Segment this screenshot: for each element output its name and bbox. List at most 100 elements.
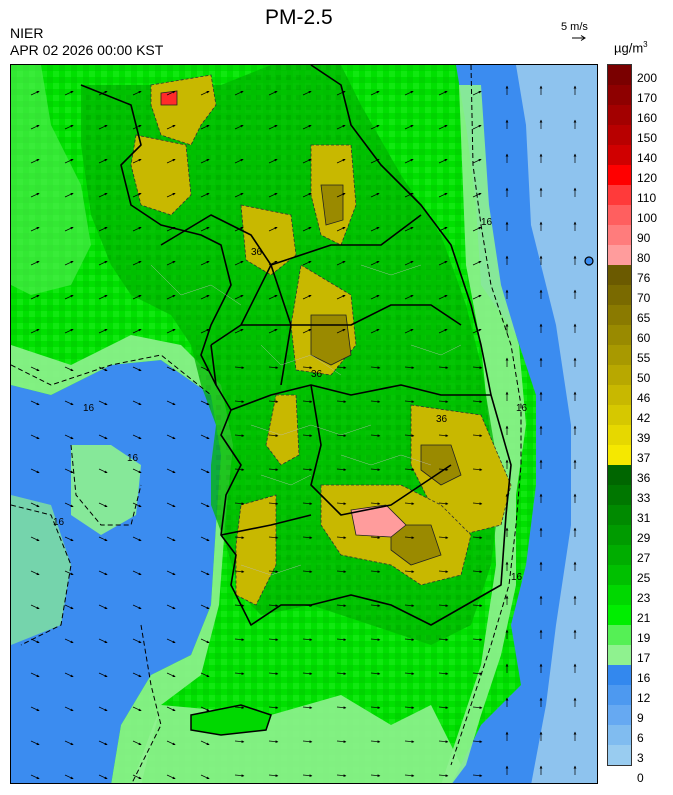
legend-tick-label: 9 [637,711,644,725]
wind-arrow-icon [404,502,415,505]
wind-arrow-icon [302,158,312,164]
wind-arrow-icon [200,570,210,576]
legend-tick-label: 70 [637,291,651,305]
wind-arrow-icon [234,124,244,130]
wind-arrow-icon [98,400,108,406]
wind-arrow-icon [200,226,210,232]
contour-labels: 16 16 16 16 16 16 36 36 36 [53,217,528,583]
contour-label: 16 [511,572,523,583]
wind-arrow-icon [404,740,415,743]
legend-color-cell [608,125,631,145]
wind-arrow-icon [64,90,74,96]
legend-color-cell [608,65,631,85]
wind-arrow-icon [200,638,210,644]
wind-arrow-icon [404,294,414,300]
wind-arrow-icon [30,570,40,576]
wind-arrow-icon [472,328,482,334]
legend-color-cell [608,625,631,645]
contour-label: 16 [516,403,528,414]
wind-arrow-icon [98,706,108,712]
legend-color-cell [608,305,631,325]
wind-arrow-icon [336,124,346,130]
wind-arrow-icon [234,774,245,777]
wind-arrow-icon [200,434,210,440]
legend-tick-label: 110 [637,191,657,205]
wind-arrow-icon [268,706,279,709]
wind-arrow-icon [336,570,347,573]
wind-arrow-icon [336,434,347,437]
wind-arrow-icon [438,672,449,675]
wind-arrow-icon [302,672,313,675]
wind-arrow-icon [302,604,313,607]
wind-arrow-icon [166,192,176,198]
pm-hotspots-moderate [130,74,512,606]
wind-arrow-icon [404,706,415,709]
legend-tick-label: 29 [637,531,651,545]
legend-tick-label: 25 [637,571,651,585]
wind-arrow-icon [336,158,346,164]
wind-arrow-icon [404,570,415,573]
wind-arrow-icon [472,638,483,641]
wind-arrow-icon [132,158,142,164]
wind-arrow-icon [404,226,414,232]
legend-color-cell [608,345,631,365]
wind-arrow-icon [98,536,108,542]
legend-tick-label: 16 [637,671,651,685]
wind-arrow-icon [472,366,483,369]
wind-arrow-icon [64,502,74,508]
legend-tick-label: 21 [637,611,651,625]
wind-arrow-icon [438,400,449,403]
wind-arrow-icon [438,536,449,539]
legend-tick-label: 76 [637,271,651,285]
wind-arrow-icon [472,774,483,777]
legend-tick-label: 55 [637,351,651,365]
legend-tick-label: 160 [637,111,658,125]
legend-tick-label: 46 [637,391,651,405]
wind-arrow-icon [370,158,380,164]
wind-arrow-icon [132,638,142,644]
wind-arrow-icon [98,604,108,610]
contour-label: 36 [436,414,448,425]
wind-arrow-icon [472,124,482,130]
wind-arrow-icon [98,434,108,440]
wind-arrow-icon [234,226,244,232]
wind-arrow-icon [370,328,380,334]
wind-arrow-icon [200,328,210,334]
wind-arrow-icon [302,226,312,232]
wind-arrow-icon [132,434,142,440]
pm25-map[interactable]: 16 16 16 16 16 16 36 36 36 [10,64,598,784]
wind-arrow-icon [30,774,40,780]
pm-hotspots-high [310,184,462,566]
wind-arrow-icon [234,260,244,266]
wind-arrow-icon [98,468,108,474]
wind-arrow-icon [98,366,108,372]
wind-arrow-icon [472,192,482,198]
wind-arrow-icon [98,328,108,334]
wind-arrow-icon [98,774,108,780]
wind-arrow-icon [200,672,210,678]
wind-arrow-icon [132,740,142,746]
wind-arrow-icon [234,604,245,607]
legend-color-cell [608,325,631,345]
wind-arrow-icon [268,294,278,300]
wind-arrow-icon [200,502,210,508]
legend-color-cell [608,645,631,665]
wind-arrow-icon [268,328,278,334]
wind-reference-arrow-icon [572,35,586,41]
pm-hotspot-unhealthy [350,504,407,538]
legend-tick-label: 65 [637,311,651,325]
wind-arrow-icon [336,90,346,96]
wind-arrow-icon [370,536,381,539]
wind-arrow-icon [404,192,414,198]
wind-arrow-icon [64,226,74,232]
wind-arrow-icon [166,124,176,130]
wind-arrow-icon [30,638,40,644]
wind-arrow-icon [98,502,108,508]
wind-arrow-icon [404,124,414,130]
pm-hotspot-very-high [160,90,178,106]
wind-arrow-icon [336,502,347,505]
wind-arrow-icon [64,740,74,746]
legend-color-cell [608,225,631,245]
wind-arrow-icon [472,434,483,437]
wind-arrow-icon [336,468,347,471]
